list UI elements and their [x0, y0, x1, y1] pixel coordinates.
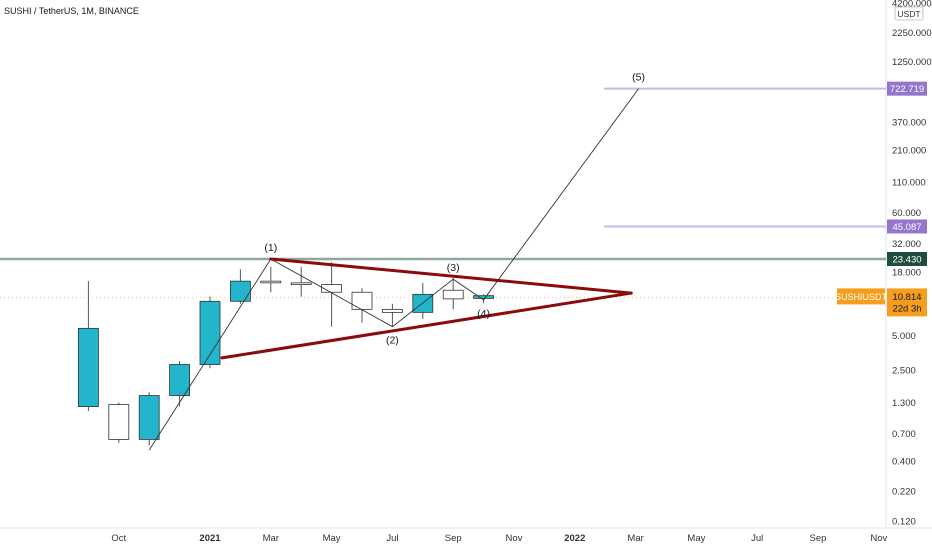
level-price-tag: [887, 81, 927, 96]
x-tick-label: Jul: [386, 533, 398, 544]
y-tick-label: 210.000: [892, 146, 926, 157]
y-tick-label: 1.300: [892, 398, 916, 409]
x-tick-label: 2021: [199, 533, 221, 544]
y-tick-label: 32.000: [892, 239, 921, 250]
y-tick-label: 0.400: [892, 457, 916, 468]
y-tick-label: 110.000: [892, 178, 926, 189]
wave-label: (4): [477, 308, 490, 320]
candle[interactable]: [351, 291, 373, 310]
candle[interactable]: [473, 295, 495, 299]
candle[interactable]: [229, 280, 251, 302]
wave-path[interactable]: [148, 88, 639, 451]
wave-label: (3): [447, 262, 460, 274]
wave-label: (1): [264, 242, 277, 254]
level-price-tag: [887, 252, 927, 266]
y-tick-label: 5.000: [892, 331, 916, 342]
candle[interactable]: [78, 327, 99, 408]
wave-label: (2): [386, 335, 399, 347]
level-price-tag: [887, 219, 927, 234]
x-tick-label: 2022: [564, 533, 585, 544]
triangle-upper-line[interactable]: [269, 257, 633, 295]
y-tick-label: 370.000: [892, 117, 926, 128]
currency-badge-label: USDT: [897, 9, 920, 19]
level-price-label: 23.430: [892, 255, 921, 266]
y-tick-label: 0.220: [892, 486, 916, 497]
y-tick-label: 60.000: [892, 208, 921, 219]
candle[interactable]: [260, 280, 282, 284]
x-tick-label: Sep: [810, 533, 827, 544]
current-price-tag: [887, 288, 927, 317]
y-tick-label: 1250.000: [892, 57, 932, 68]
candle[interactable]: [442, 289, 464, 300]
level-price-label: 722.719: [890, 84, 924, 95]
bar-countdown-label: 22d 3h: [892, 303, 921, 314]
y-tick-label: 18.000: [892, 268, 921, 279]
y-tick-label: 0.120: [892, 517, 916, 528]
symbol-title: SUSHI / TetherUS, 1M, BINANCE: [4, 6, 139, 16]
candle[interactable]: [199, 300, 221, 365]
current-price-label: 10.814: [892, 292, 921, 303]
y-tick-label: 2.500: [892, 366, 916, 377]
symbol-tag[interactable]: [837, 288, 885, 305]
candle[interactable]: [138, 395, 160, 440]
y-tick-label: 4200.000: [892, 0, 932, 10]
wave-label: (5): [632, 72, 645, 84]
candle[interactable]: [290, 282, 312, 285]
candle[interactable]: [321, 284, 343, 293]
x-tick-label: Mar: [263, 533, 279, 544]
candle[interactable]: [381, 308, 403, 313]
x-tick-label: Sep: [445, 533, 462, 544]
symbol-tag-label: SUSHIUSDT: [835, 292, 888, 302]
currency-badge[interactable]: [894, 6, 924, 21]
x-tick-label: Nov: [870, 533, 887, 544]
x-tick-label: Oct: [111, 533, 126, 544]
level-price-label: 45.087: [892, 222, 921, 233]
x-tick-label: Jul: [751, 533, 763, 544]
candle[interactable]: [108, 404, 130, 440]
x-tick-label: May: [323, 533, 341, 544]
candle[interactable]: [169, 364, 191, 396]
y-tick-label: 0.700: [892, 429, 916, 440]
y-tick-label: 2250.000: [892, 28, 932, 39]
x-tick-label: Mar: [627, 533, 643, 544]
x-tick-label: Nov: [506, 533, 523, 544]
x-tick-label: May: [687, 533, 705, 544]
triangle-lower-line[interactable]: [220, 291, 633, 360]
